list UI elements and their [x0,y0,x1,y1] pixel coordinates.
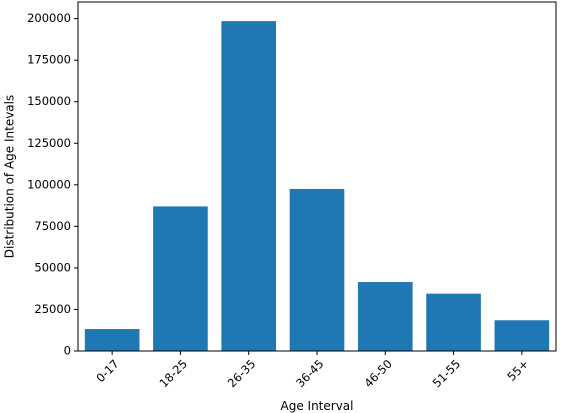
bar-36-45 [289,188,345,351]
bar-26-35 [221,21,277,351]
y-tick-label: 150000 [27,94,71,108]
plot-frame [77,1,557,352]
x-tick-label: 26-35 [225,357,259,391]
y-axis-ticks: 0 25000 50000 75000 100000 125000 150000 175000… [27,11,78,358]
x-tick-label: 36-45 [293,357,327,391]
x-axis-ticks: 0-17 18-25 26-35 36-45 46-50 51-55 55+ [93,351,531,390]
bar-18-25 [153,206,208,351]
x-tick-label: 0-17 [93,357,121,385]
bar-55+ [494,320,550,351]
bars-group [84,21,550,351]
x-tick-label: 51-55 [430,357,464,391]
y-tick-label: 100000 [27,177,71,191]
bar-51-55 [426,293,481,351]
y-tick-label: 50000 [34,260,71,274]
y-tick-label: 125000 [27,136,71,150]
y-tick-label: 175000 [27,53,71,67]
bar-46-50 [357,282,413,351]
x-tick-label: 46-50 [361,357,395,391]
y-tick-label: 200000 [27,11,71,25]
y-tick-label: 0 [64,344,71,358]
x-tick-label: 18-25 [156,357,190,391]
x-tick-label: 55+ [504,357,531,384]
bar-0-17 [84,329,140,351]
x-axis-label: Age Interval [281,399,354,413]
y-tick-label: 25000 [34,302,71,316]
y-tick-label: 75000 [34,219,71,233]
y-axis-label: Distribution of Age Intevals [3,95,17,259]
